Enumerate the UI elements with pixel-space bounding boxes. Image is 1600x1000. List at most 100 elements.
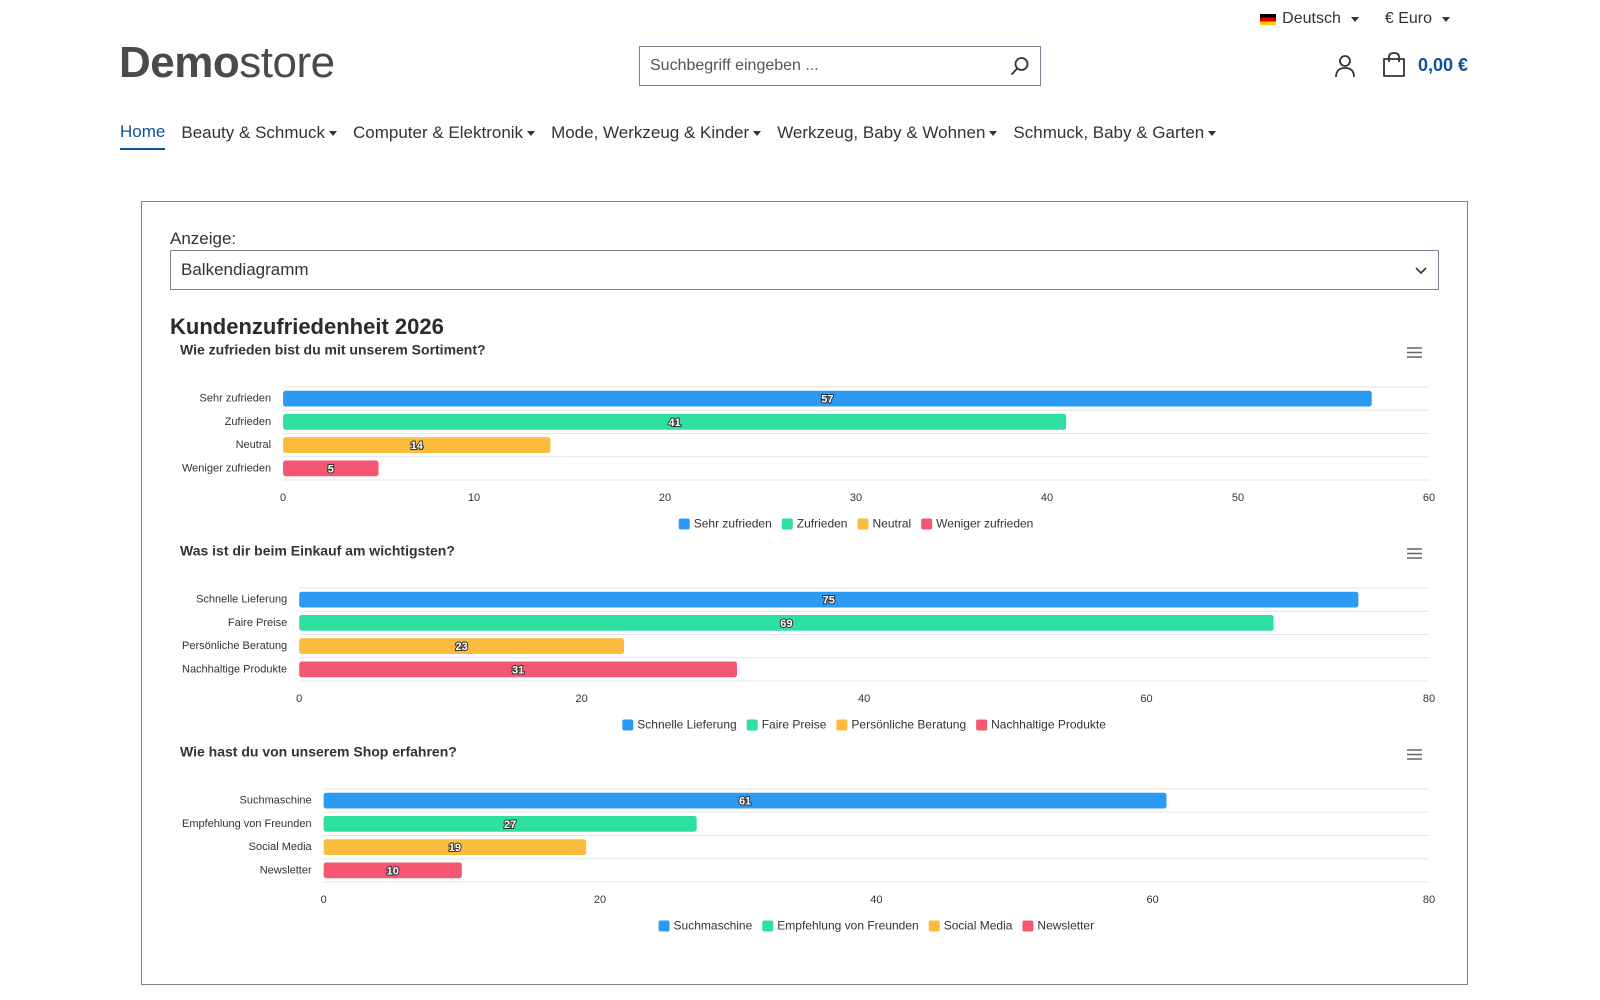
- category-label: Weniger zufrieden: [182, 462, 271, 474]
- x-tick-label: 60: [1423, 492, 1435, 504]
- legend-item-schnelle-lieferung[interactable]: Schnelle Lieferung: [622, 718, 737, 732]
- nav-item-werkzeug-baby-wohnen[interactable]: Werkzeug, Baby & Wohnen: [777, 122, 998, 150]
- search-input[interactable]: [640, 47, 1000, 85]
- data-label: 27: [504, 819, 516, 831]
- language-label: Deutsch: [1282, 10, 1341, 27]
- nav-item-mode-werkzeug-kinder[interactable]: Mode, Werkzeug & Kinder: [551, 122, 762, 150]
- bar-chart-svg: Wie zufrieden bist du mit unserem Sortim…: [180, 342, 1435, 531]
- legend-swatch: [976, 719, 988, 731]
- bar-suchmaschine[interactable]: [323, 792, 1167, 809]
- bar-empfehlung-von-freunden[interactable]: [323, 815, 697, 832]
- x-tick-label: 80: [1423, 894, 1435, 906]
- legend-item-faire-preise[interactable]: Faire Preise: [746, 718, 827, 732]
- legend-label: Social Media: [944, 919, 1013, 933]
- x-tick-label: 20: [659, 492, 671, 504]
- search-button[interactable]: [1000, 47, 1040, 85]
- cart-amount: 0,00 €: [1418, 54, 1469, 75]
- x-tick-label: 20: [576, 693, 588, 705]
- hamburger-menu-icon[interactable]: [1406, 547, 1424, 561]
- language-dropdown[interactable]: Deutsch: [1260, 10, 1359, 28]
- legend-item-neutral[interactable]: Neutral: [857, 517, 911, 531]
- data-label: 61: [739, 796, 751, 808]
- page-title: Kundenzufriedenheit 2026: [170, 314, 444, 339]
- legend-label: Neutral: [872, 517, 911, 531]
- data-label: 23: [455, 641, 467, 653]
- legend-label: Empfehlung von Freunden: [777, 919, 918, 933]
- legend-label: Persönliche Beratung: [851, 718, 966, 732]
- bar-newsletter[interactable]: [323, 862, 462, 879]
- nav-item-computer-elektronik[interactable]: Computer & Elektronik: [353, 122, 536, 150]
- x-tick-label: 40: [858, 693, 870, 705]
- data-label: 19: [449, 842, 461, 854]
- x-tick-label: 10: [468, 492, 480, 504]
- legend-swatch: [857, 518, 869, 530]
- nav-item-home[interactable]: Home: [120, 122, 166, 150]
- legend-item-persoenliche-beratung[interactable]: Persönliche Beratung: [836, 718, 966, 732]
- legend-label: Suchmaschine: [674, 919, 753, 933]
- caret-down-icon: [527, 130, 536, 136]
- legend-swatch: [928, 920, 940, 932]
- survey-card: Anzeige: Balkendiagramm Kundenzufriedenh…: [141, 201, 1468, 985]
- legend-swatch: [658, 920, 670, 932]
- bar-chart-svg: Was ist dir beim Einkauf am wichtigsten?…: [180, 543, 1435, 732]
- category-label: Social Media: [249, 841, 313, 853]
- search-icon: [1011, 57, 1029, 75]
- category-label: Schnelle Lieferung: [196, 594, 287, 606]
- hamburger-menu-icon[interactable]: [1406, 346, 1424, 360]
- legend-item-newsletter[interactable]: Newsletter: [1022, 919, 1094, 933]
- data-label: 14: [411, 440, 424, 452]
- nav-item-label: Beauty & Schmuck: [181, 123, 325, 142]
- caret-down-icon: [328, 130, 337, 136]
- nav-item-label: Mode, Werkzeug & Kinder: [551, 123, 750, 142]
- cart-button[interactable]: 0,00 €: [1382, 52, 1468, 78]
- hamburger-menu-icon[interactable]: [1406, 748, 1424, 762]
- nav-item-schmuck-baby-garten[interactable]: Schmuck, Baby & Garten: [1013, 122, 1217, 150]
- data-label: 10: [387, 865, 399, 877]
- x-tick-label: 40: [1041, 492, 1053, 504]
- x-tick-label: 0: [280, 492, 286, 504]
- currency-label: € Euro: [1384, 10, 1432, 27]
- german-flag-icon: [1260, 13, 1277, 25]
- bar-nachhaltige-produkte[interactable]: [299, 661, 737, 678]
- bar-faire-preise[interactable]: [299, 614, 1274, 631]
- x-tick-label: 0: [321, 894, 327, 906]
- shopping-bag-icon: [1383, 52, 1405, 77]
- bar-social-media[interactable]: [323, 839, 587, 856]
- currency-dropdown[interactable]: € Euro: [1385, 10, 1450, 28]
- legend-item-weniger-zufrieden[interactable]: Weniger zufrieden: [921, 517, 1033, 531]
- legend-swatch: [622, 719, 634, 731]
- legend-item-zufrieden[interactable]: Zufrieden: [781, 517, 848, 531]
- x-tick-label: 80: [1423, 693, 1435, 705]
- legend-label: Nachhaltige Produkte: [991, 718, 1106, 732]
- logo-light-text: store: [239, 38, 335, 87]
- x-tick-label: 50: [1232, 492, 1244, 504]
- display-select[interactable]: Balkendiagramm: [170, 250, 1439, 290]
- legend-swatch: [921, 518, 933, 530]
- account-button[interactable]: [1334, 54, 1356, 83]
- search-box: [639, 46, 1041, 86]
- legend-label: Faire Preise: [762, 718, 827, 732]
- bar-zufrieden[interactable]: [283, 413, 1067, 430]
- legend-label: Newsletter: [1037, 919, 1094, 933]
- legend-swatch: [781, 518, 793, 530]
- legend-item-suchmaschine[interactable]: Suchmaschine: [658, 919, 753, 933]
- legend-item-empfehlung-von-freunden[interactable]: Empfehlung von Freunden: [762, 919, 919, 933]
- bar-sehr-zufrieden[interactable]: [283, 390, 1372, 407]
- category-label: Zufrieden: [225, 416, 271, 428]
- bar-schnelle-lieferung[interactable]: [299, 591, 1359, 608]
- chart-title: Was ist dir beim Einkauf am wichtigsten?: [180, 543, 455, 559]
- logo[interactable]: Demostore: [119, 38, 335, 88]
- legend-item-social-media[interactable]: Social Media: [928, 919, 1013, 933]
- legend-item-sehr-zufrieden[interactable]: Sehr zufrieden: [678, 517, 772, 531]
- bar-weniger-zufrieden[interactable]: [283, 460, 379, 477]
- data-label: 5: [328, 463, 334, 475]
- nav-item-label: Home: [120, 122, 166, 141]
- bar-neutral[interactable]: [283, 437, 551, 454]
- legend-item-nachhaltige-produkte[interactable]: Nachhaltige Produkte: [976, 718, 1106, 732]
- chevron-down-icon: [1415, 267, 1427, 275]
- main-navigation: Home Beauty & Schmuck Computer & Elektro…: [120, 122, 1217, 150]
- bar-persoenliche-beratung[interactable]: [299, 638, 625, 655]
- category-label: Faire Preise: [228, 617, 287, 629]
- nav-item-beauty-schmuck[interactable]: Beauty & Schmuck: [181, 122, 337, 150]
- category-label: Neutral: [236, 439, 271, 451]
